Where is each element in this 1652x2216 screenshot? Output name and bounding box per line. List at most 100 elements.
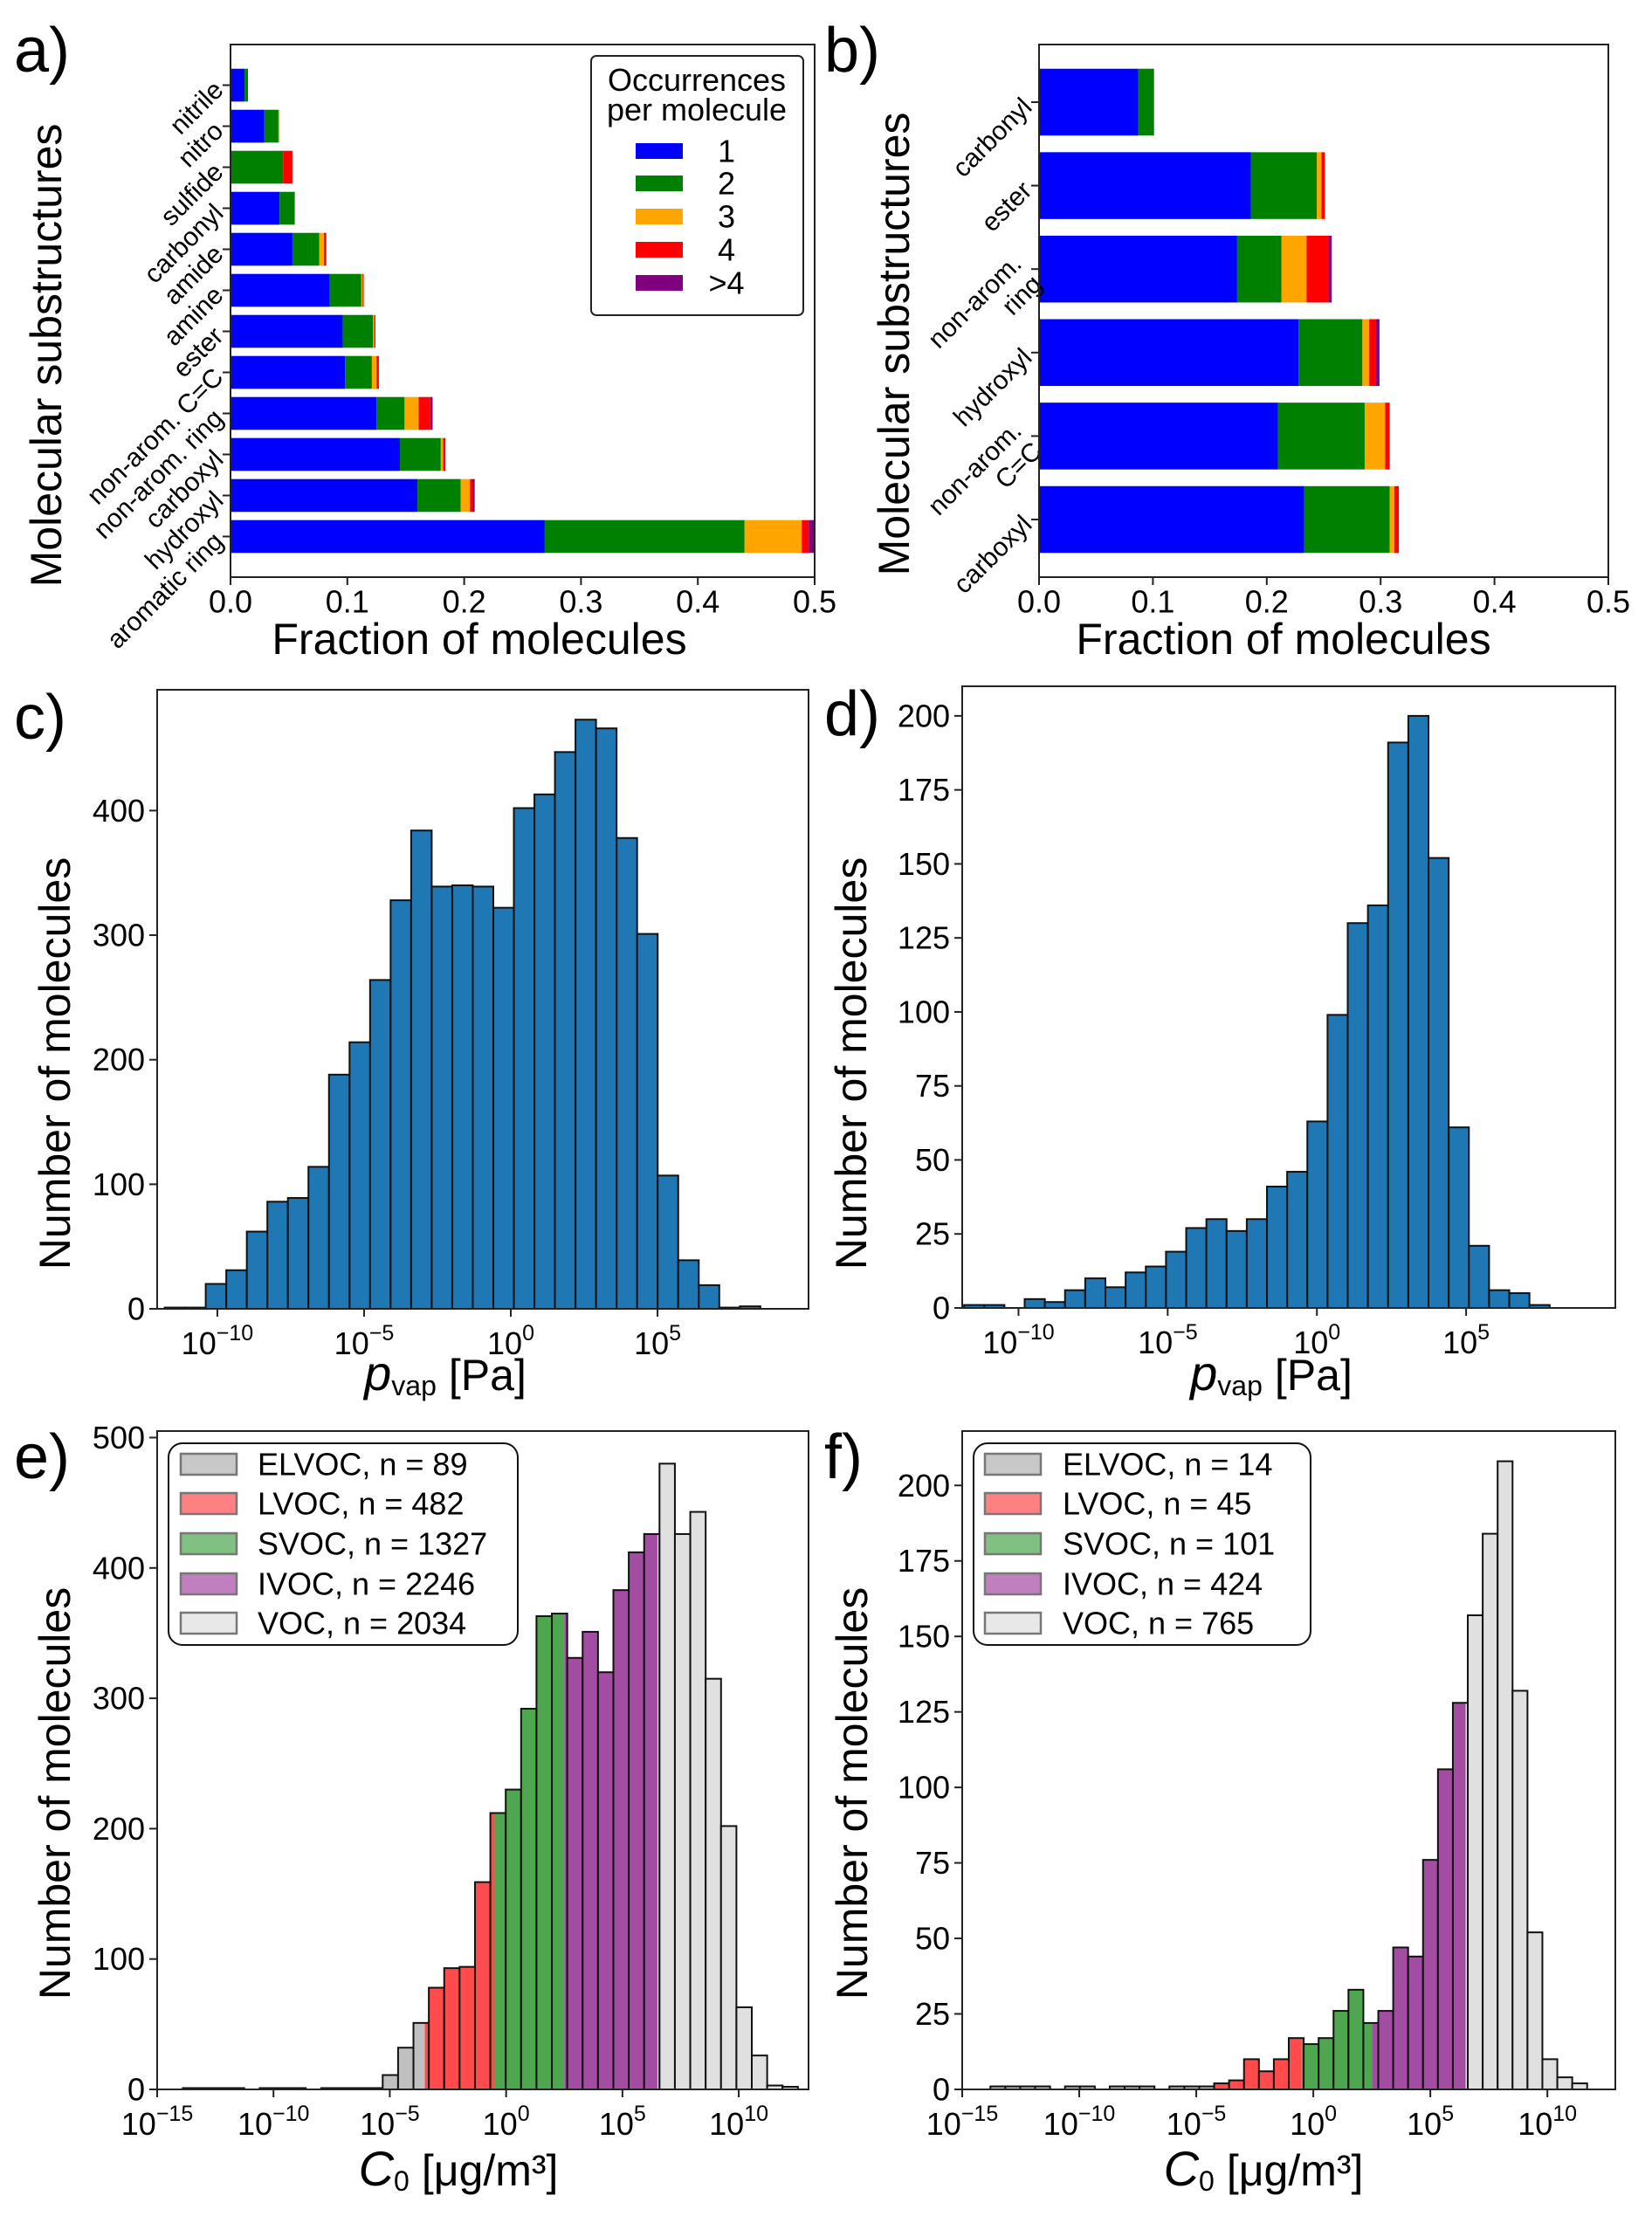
bar-fill	[389, 899, 412, 1310]
histogram-bar	[616, 836, 638, 1310]
legend-label-4: 4	[718, 232, 735, 268]
tick-exponent: 0	[518, 2102, 530, 2126]
bar-fill-svoc	[1348, 1989, 1364, 2089]
bar-fill-voc	[1557, 2077, 1573, 2089]
histogram-bar	[636, 933, 659, 1310]
histogram-bar	[1242, 2058, 1260, 2090]
bar-fill-ivoc	[564, 1614, 568, 2089]
panel-b-ylabel: Molecular substructures	[870, 113, 919, 576]
panel-label-d: d)	[824, 679, 880, 749]
histogram-bar	[1272, 2058, 1290, 2090]
histogram-bar	[1318, 2037, 1335, 2091]
histogram-bar	[1571, 2082, 1588, 2090]
bar-fill-ivoc	[1372, 2022, 1379, 2089]
histogram-bar	[1436, 1768, 1454, 2090]
panel-f-ylabel: Number of molecules	[828, 1587, 877, 1999]
bar-fill-lvoc	[1258, 2071, 1274, 2089]
bar-fill	[1084, 1277, 1107, 1309]
bar-carboxyl-occurrence-4	[1394, 485, 1400, 554]
bar-fill-voc	[1465, 1703, 1469, 2089]
tick-base: 10	[334, 1325, 369, 1361]
xlabel-symbol: p	[1188, 1345, 1217, 1400]
bar-fill	[1205, 1218, 1228, 1310]
histogram-bar	[596, 1671, 615, 2090]
bar-fill-elvoc	[1020, 2086, 1036, 2089]
bar-non-arom-c-c-occurrence-2	[1277, 403, 1365, 470]
panel-c-xlabel: pvap [Pa]	[362, 1345, 527, 1401]
bar-fill	[677, 1259, 700, 1310]
bar-fill	[348, 1041, 371, 1310]
xlabel-symbol: p	[362, 1345, 391, 1400]
bar-ester-occurrence-2	[1250, 152, 1318, 219]
bar-fill	[1105, 1286, 1127, 1310]
histogram-bar	[1488, 1289, 1511, 1309]
histogram-bar	[458, 1965, 476, 2090]
histogram-bar	[1063, 1289, 1086, 1309]
bar-nitrile-occurrence-1	[231, 68, 245, 102]
histogram-bar	[751, 2054, 768, 2090]
histogram-bar	[443, 1967, 461, 2090]
panel-c-frame	[156, 689, 809, 1310]
bar-fill-ivoc	[644, 1533, 657, 2089]
panel-label-b: b)	[824, 16, 880, 86]
histogram-bar	[1482, 1532, 1499, 2090]
panel-label-a: a)	[14, 16, 70, 86]
bar-fill	[1225, 1229, 1248, 1310]
histogram-bar	[719, 1825, 738, 2090]
histogram-bar	[1306, 1120, 1329, 1310]
y-tick-label: 75	[915, 1068, 950, 1104]
legend-swatch-5	[636, 275, 683, 291]
bar-fill	[698, 1283, 720, 1311]
y-tick-label: 25	[915, 1216, 950, 1252]
panel-e-xlabel: C0 [μg/m³]	[359, 2141, 559, 2197]
bar-ester-occurrence-3	[1317, 152, 1322, 219]
tick-exponent: −10	[217, 1321, 253, 1345]
y-tick-label: 200	[93, 1042, 145, 1077]
histogram-bar	[1362, 2021, 1380, 2090]
legend-label-1: 1	[718, 134, 735, 169]
tick-exponent: −5	[1201, 2102, 1227, 2126]
bar-non-arom-ring-occurrence-3	[1281, 235, 1307, 303]
bar-carboxyl-occurrence-3	[440, 437, 444, 471]
bar-non-arom-ring-occurrence-3	[404, 396, 419, 430]
bar-fill-voc	[1512, 1690, 1528, 2089]
bar-fill	[368, 979, 392, 1310]
bar-fill	[286, 1197, 310, 1311]
tick-base: 10	[1407, 2106, 1442, 2142]
x-tick-label: 100	[483, 2102, 530, 2142]
bar-fill-lvoc	[1289, 2038, 1302, 2089]
bar-non-arom-c-c-occurrence-4	[376, 355, 379, 389]
bar-hydroxyl-occurrence-1	[231, 478, 418, 513]
bar-non-arom-c-c-occurrence-1	[1039, 403, 1278, 470]
histogram-bar	[1043, 1301, 1066, 1309]
histogram-bar	[1508, 1292, 1531, 1309]
histogram-bar	[658, 1462, 676, 2091]
tick-base: 10	[1290, 2106, 1325, 2142]
bar-sulfide-occurrence-4	[283, 150, 293, 184]
bar-fill-ivoc	[1437, 1769, 1453, 2089]
bar-hydroxyl-occurrence-2	[1298, 319, 1363, 387]
bar-fill	[554, 751, 577, 1310]
x-tick-label: 10−5	[334, 1321, 395, 1361]
tick-exponent: 5	[634, 2102, 646, 2126]
histogram-bar	[535, 1615, 554, 2090]
histogram-bar	[1421, 1859, 1439, 2091]
histogram-bar	[1245, 1218, 1269, 1310]
legend-label-svoc: SVOC, n = 1327	[258, 1526, 487, 1562]
x-tick-label: 10−5	[1167, 2102, 1227, 2142]
bar-fill	[1145, 1265, 1167, 1309]
bar-fill	[307, 1166, 330, 1310]
bar-fill-ivoc	[1378, 2011, 1394, 2089]
histogram-bar	[327, 1073, 351, 1311]
histogram-bar	[473, 1881, 492, 2091]
bar-ester-occurrence-3	[373, 314, 375, 348]
xlabel-symbol: C	[359, 2141, 395, 2196]
histogram-bar	[1346, 922, 1369, 1309]
panel-f-frame	[961, 1430, 1616, 2090]
bar-fill	[1125, 1271, 1147, 1310]
histogram-bar	[430, 885, 453, 1310]
